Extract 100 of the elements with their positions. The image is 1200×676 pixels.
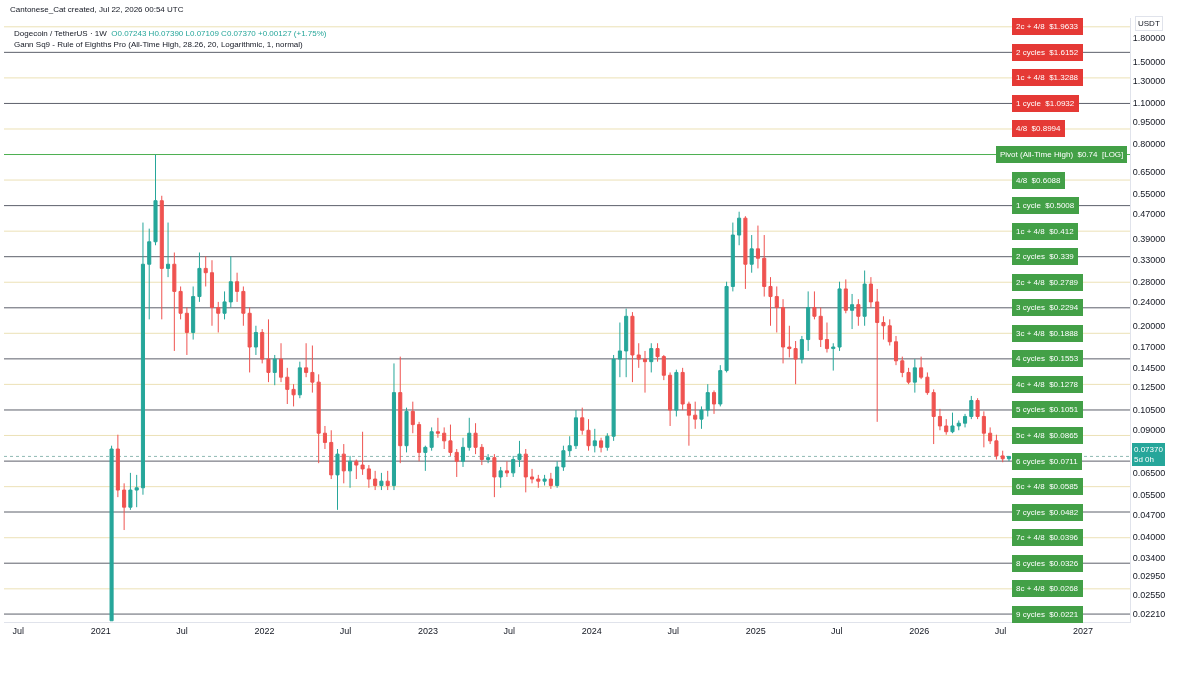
ref-line-label: 4 cycles $0.1553 <box>1016 354 1079 363</box>
candlestick <box>824 322 830 354</box>
y-tick-label: 0.80000 <box>1132 139 1166 150</box>
candlestick <box>486 453 491 464</box>
candlestick <box>473 422 478 455</box>
y-tick-label: 0.02950 <box>1132 571 1166 582</box>
candlestick <box>724 281 729 373</box>
candlestick <box>460 437 466 468</box>
y-tick-label: 0.17000 <box>1132 342 1166 353</box>
candlestick <box>417 421 422 462</box>
candlestick <box>699 405 704 430</box>
candlestick <box>260 328 265 364</box>
candlestick <box>1006 455 1012 462</box>
y-tick-label: 0.55000 <box>1132 188 1166 199</box>
ref-line-label: 1 cycle $1.0932 <box>1016 99 1075 108</box>
candlestick <box>781 298 786 364</box>
candlestick <box>711 389 717 415</box>
candlestick <box>975 397 980 420</box>
candlestick <box>950 412 955 434</box>
x-tick-label: 2024 <box>581 625 602 636</box>
candlestick <box>479 443 484 466</box>
y-tick-label: 0.02550 <box>1132 590 1166 601</box>
ref-line-label: 1 cycle $0.5008 <box>1016 201 1075 210</box>
candlestick <box>768 276 773 327</box>
candlestick <box>887 318 892 346</box>
x-tick-label: 2022 <box>254 625 275 636</box>
candlestick <box>536 474 541 489</box>
candlestick <box>523 448 528 493</box>
y-tick-label: 1.10000 <box>1132 97 1166 108</box>
candlestick <box>963 413 968 428</box>
ref-line-label: 7c + 4/8 $0.0396 <box>1016 533 1079 542</box>
candlestick <box>278 342 284 383</box>
text: Cantonese_Cat created, Jul 22, 2026 00:54 UTC <box>10 5 184 14</box>
candlestick <box>228 255 233 308</box>
candlestick <box>435 417 440 439</box>
candlestick <box>599 437 604 453</box>
candlestick <box>988 426 993 445</box>
ref-line-label: 2c + 4/8 $1.9633 <box>1016 22 1079 31</box>
candlestick <box>448 424 453 457</box>
candlestick <box>624 308 629 378</box>
candlestick <box>774 285 779 333</box>
x-tick-label: Jul <box>503 625 515 636</box>
candlestick <box>304 342 309 378</box>
ref-line-label: 4c + 4/8 $0.1278 <box>1016 380 1079 389</box>
candlestick <box>555 460 560 489</box>
x-tick-label: Jul <box>12 625 25 636</box>
candlestick <box>235 272 240 303</box>
candlestick <box>850 293 855 330</box>
candlestick <box>806 290 811 352</box>
ref-line-label: 6 cycles $0.0711 <box>1016 457 1079 466</box>
ref-line-label: 4/8 $0.8994 <box>1016 124 1062 133</box>
y-tick-label: 0.28000 <box>1132 276 1166 287</box>
x-tick-label: 2023 <box>418 625 439 636</box>
candlestick <box>348 455 353 489</box>
candlestick <box>1000 450 1005 463</box>
candlestick <box>969 395 974 420</box>
candlestick <box>674 369 679 417</box>
candlestick <box>592 428 597 453</box>
candlestick <box>492 453 497 498</box>
candlestick <box>398 356 403 464</box>
y-tick-label: 0.24000 <box>1132 297 1166 308</box>
candlestick <box>668 371 673 427</box>
candlestick <box>630 311 635 383</box>
candlestick <box>705 383 710 417</box>
y-tick-label: 0.65000 <box>1132 166 1166 177</box>
candlestick <box>762 234 767 298</box>
ref-line-label: 2 cycles $0.339 <box>1016 252 1075 261</box>
candlestick <box>454 448 459 478</box>
y-tick-label: 0.04700 <box>1132 510 1166 521</box>
candlestick <box>661 354 666 381</box>
candlestick <box>680 367 685 411</box>
y-tick-label: 0.02210 <box>1132 609 1166 620</box>
candlestick <box>253 325 258 356</box>
y-tick-label: 1.30000 <box>1132 75 1166 86</box>
y-tick-label: 0.06500 <box>1132 468 1166 479</box>
candlestick <box>906 367 911 385</box>
ref-line-label: 9 cycles $0.0221 <box>1016 610 1079 619</box>
candlestick <box>561 445 566 472</box>
candlestick <box>511 455 516 478</box>
candlestick <box>272 354 277 386</box>
candlestick <box>467 417 472 452</box>
x-tick-label: Jul <box>176 625 188 636</box>
x-tick-label: Jul <box>831 625 843 636</box>
ref-line-label: 2c + 4/8 $0.2789 <box>1016 278 1079 287</box>
candlestick <box>147 228 152 320</box>
y-tick-label: 0.09000 <box>1132 425 1166 436</box>
y-axis-title: USDT <box>1138 19 1160 28</box>
candlestick <box>730 222 735 292</box>
candlestick <box>266 318 271 383</box>
candlestick <box>881 315 886 341</box>
candlestick <box>548 472 553 490</box>
candlestick <box>379 472 384 491</box>
y-tick-label: 0.39000 <box>1132 233 1166 244</box>
candlestick <box>530 468 535 484</box>
candlestick <box>153 154 158 246</box>
y-tick-label: 1.80000 <box>1132 33 1166 44</box>
candlestick <box>831 342 836 372</box>
candlestick <box>875 288 880 423</box>
ref-line-label: 5 cycles $0.1051 <box>1016 405 1079 414</box>
candlestick <box>442 426 447 450</box>
